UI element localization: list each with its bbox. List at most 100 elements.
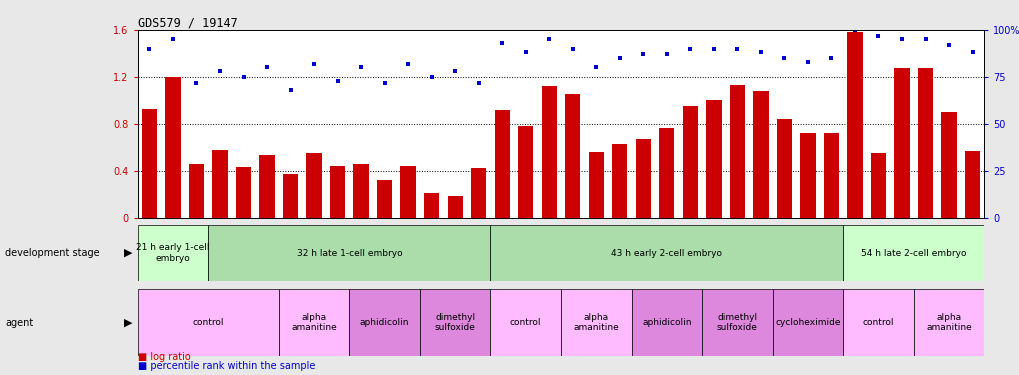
Bar bbox=[138, 225, 208, 281]
Point bbox=[493, 40, 510, 46]
Bar bbox=[278, 289, 348, 356]
Bar bbox=[870, 153, 886, 218]
Bar bbox=[776, 119, 792, 218]
Bar bbox=[847, 32, 862, 218]
Point bbox=[611, 55, 628, 61]
Point bbox=[189, 80, 205, 86]
Bar bbox=[705, 100, 720, 218]
Text: cycloheximide: cycloheximide bbox=[774, 318, 840, 327]
Text: control: control bbox=[193, 318, 224, 327]
Point bbox=[705, 46, 721, 52]
Bar bbox=[142, 108, 157, 217]
Bar bbox=[611, 144, 627, 218]
Bar bbox=[471, 168, 486, 217]
Point bbox=[635, 51, 651, 57]
Bar bbox=[631, 289, 701, 356]
Text: development stage: development stage bbox=[5, 248, 100, 258]
Point bbox=[540, 36, 556, 42]
Point bbox=[940, 42, 956, 48]
Text: alpha
amanitine: alpha amanitine bbox=[573, 313, 619, 332]
Text: aphidicolin: aphidicolin bbox=[641, 318, 691, 327]
Bar bbox=[306, 153, 321, 218]
Text: alpha
amanitine: alpha amanitine bbox=[925, 313, 971, 332]
Point bbox=[282, 87, 299, 93]
Text: dimethyl
sulfoxide: dimethyl sulfoxide bbox=[434, 313, 475, 332]
Text: dimethyl
sulfoxide: dimethyl sulfoxide bbox=[716, 313, 757, 332]
Text: control: control bbox=[862, 318, 894, 327]
Point bbox=[446, 68, 463, 74]
Point bbox=[259, 64, 275, 70]
Point bbox=[588, 64, 604, 70]
Point bbox=[235, 74, 252, 80]
Point bbox=[846, 27, 862, 33]
Point bbox=[752, 50, 768, 55]
Text: ▶: ▶ bbox=[124, 248, 132, 258]
Bar bbox=[565, 94, 580, 218]
Bar bbox=[752, 91, 767, 218]
Bar bbox=[823, 133, 839, 218]
Bar bbox=[917, 68, 932, 218]
Text: agent: agent bbox=[5, 318, 34, 327]
Text: ■ percentile rank within the sample: ■ percentile rank within the sample bbox=[138, 361, 315, 371]
Bar bbox=[894, 68, 909, 218]
Point bbox=[353, 64, 369, 70]
Bar bbox=[138, 289, 278, 356]
Bar bbox=[701, 289, 772, 356]
Bar bbox=[490, 289, 560, 356]
Bar bbox=[424, 193, 439, 217]
Bar bbox=[447, 196, 463, 217]
Point bbox=[869, 33, 886, 39]
Point bbox=[376, 80, 392, 86]
Point bbox=[423, 74, 439, 80]
Bar bbox=[843, 225, 983, 281]
Point bbox=[565, 46, 581, 52]
Text: 43 h early 2-cell embryo: 43 h early 2-cell embryo bbox=[610, 249, 721, 258]
Bar bbox=[282, 174, 298, 217]
Text: 32 h late 1-cell embryo: 32 h late 1-cell embryo bbox=[297, 249, 401, 258]
Bar bbox=[208, 225, 490, 281]
Bar bbox=[964, 151, 979, 217]
Point bbox=[799, 59, 815, 65]
Bar bbox=[635, 139, 650, 218]
Point bbox=[963, 50, 979, 55]
Point bbox=[682, 46, 698, 52]
Bar bbox=[165, 77, 180, 218]
Bar bbox=[541, 86, 556, 218]
Bar bbox=[329, 166, 344, 218]
Text: ■ log ratio: ■ log ratio bbox=[138, 352, 191, 362]
Point bbox=[399, 61, 416, 67]
Bar bbox=[682, 106, 697, 218]
Bar bbox=[729, 85, 744, 218]
Point bbox=[658, 51, 675, 57]
Bar bbox=[494, 110, 510, 218]
Bar bbox=[354, 164, 369, 218]
Bar bbox=[259, 155, 274, 218]
Point bbox=[165, 36, 181, 42]
Bar bbox=[189, 164, 204, 218]
Bar bbox=[588, 152, 603, 217]
Bar bbox=[800, 133, 815, 218]
Point bbox=[822, 55, 839, 61]
Point bbox=[306, 61, 322, 67]
Point bbox=[329, 78, 345, 84]
Bar bbox=[913, 289, 983, 356]
Point bbox=[775, 55, 792, 61]
Point bbox=[916, 36, 932, 42]
Text: 54 h late 2-cell embryo: 54 h late 2-cell embryo bbox=[860, 249, 966, 258]
Bar bbox=[377, 180, 392, 218]
Bar bbox=[941, 112, 956, 218]
Text: alpha
amanitine: alpha amanitine bbox=[290, 313, 336, 332]
Bar bbox=[843, 289, 913, 356]
Bar bbox=[420, 289, 490, 356]
Bar bbox=[212, 150, 227, 217]
Point bbox=[142, 46, 158, 52]
Point bbox=[893, 36, 909, 42]
Bar bbox=[400, 166, 416, 218]
Text: GDS579 / 19147: GDS579 / 19147 bbox=[138, 17, 237, 30]
Point bbox=[212, 68, 228, 74]
Text: aphidicolin: aphidicolin bbox=[360, 318, 409, 327]
Bar bbox=[658, 128, 674, 217]
Bar bbox=[772, 289, 843, 356]
Bar bbox=[560, 289, 631, 356]
Bar bbox=[518, 126, 533, 218]
